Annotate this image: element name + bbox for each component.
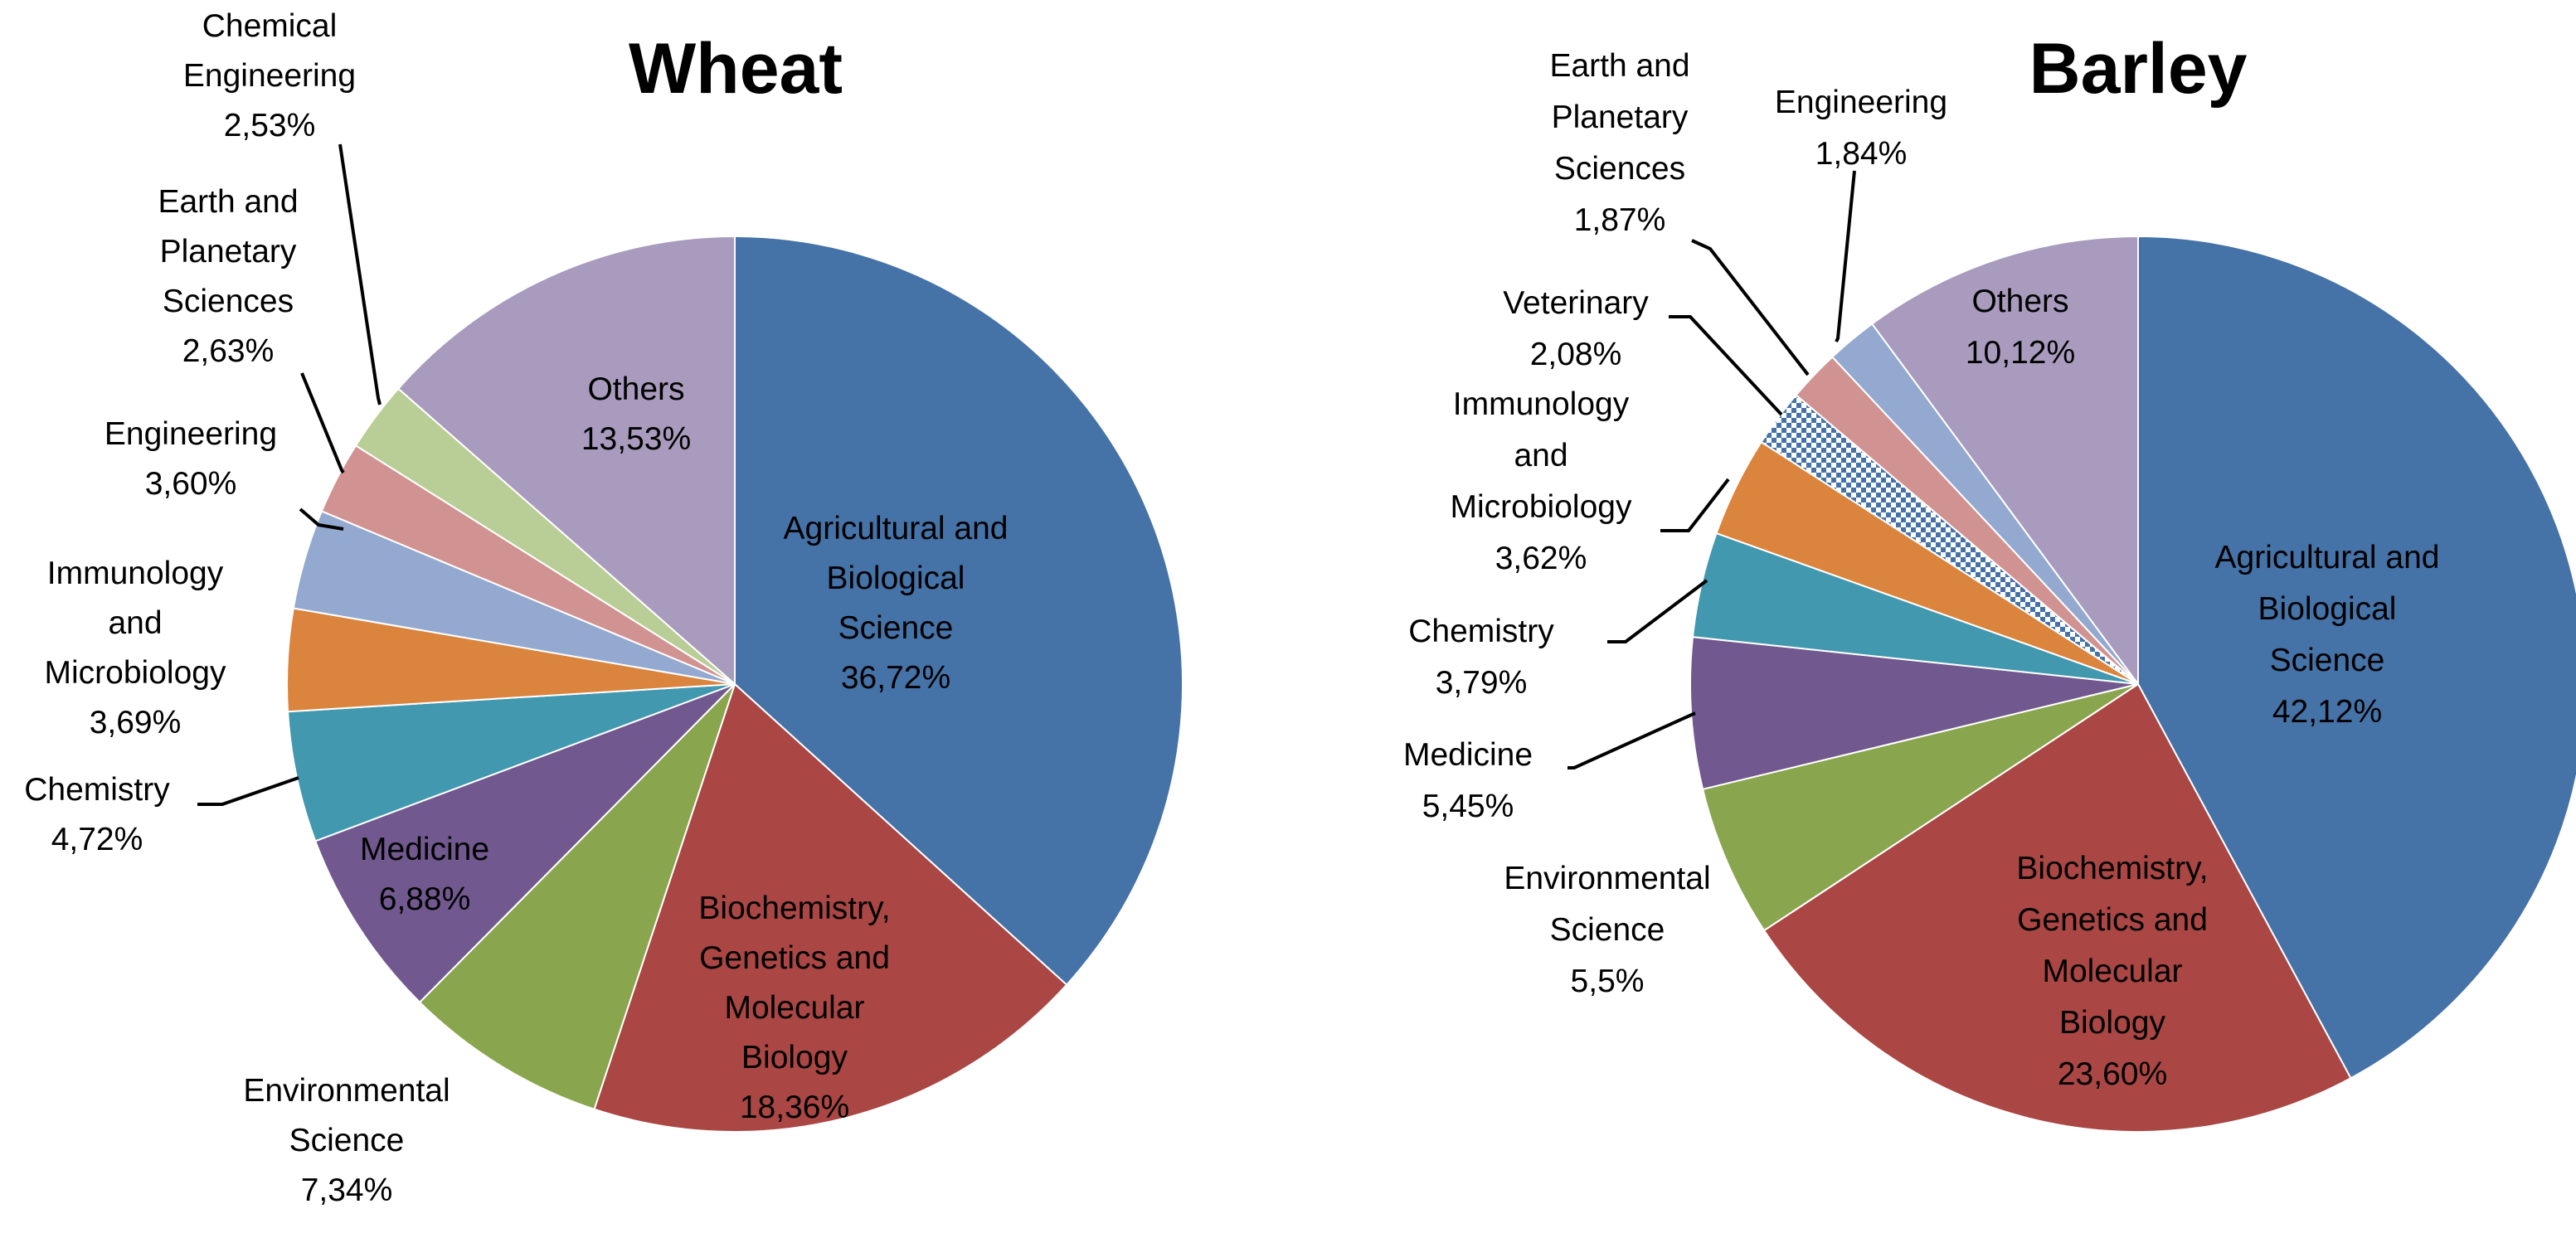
barley-slice-others bbox=[1870, 235, 2139, 687]
wheat-label-engineering: Engineering 3,60% bbox=[104, 416, 277, 502]
barley-label-environmental-science: Environmental Science 5,5% bbox=[1504, 861, 1710, 999]
barley-slice-environmental-science bbox=[1701, 683, 2139, 932]
barley-label-chemistry: Chemistry 3,79% bbox=[1408, 614, 1554, 701]
barley-leader-line-veterinary bbox=[1669, 315, 1783, 416]
wheat-label-immunology-and-microbiology: Immunology and Microbiology 3,69% bbox=[45, 556, 226, 740]
wheat-leader-line-earth-and-planetary-sciences bbox=[300, 372, 345, 474]
wheat-leader-line-chemical-engineering bbox=[338, 143, 382, 405]
wheat-slice-others bbox=[396, 235, 736, 687]
barley-label-engineering: Engineering 1,84% bbox=[1775, 85, 1947, 172]
wheat-slice-medicine bbox=[313, 683, 736, 1004]
wheat-label-earth-and-planetary-sciences: Earth and Planetary Sciences 2,63% bbox=[158, 184, 298, 369]
wheat-chart-title: Wheat bbox=[629, 29, 843, 109]
wheat-label-environmental-science: Environmental Science 7,34% bbox=[243, 1073, 450, 1208]
barley-chart: Barley Agricultural and Biological Science… bbox=[1403, 29, 2576, 1133]
barley-label-agricultural-and-biological-science: Agricultural and Biological Science 42,12% bbox=[2215, 540, 2440, 730]
barley-label-earth-and-planetary-sciences: Earth and Planetary Sciences 1,87% bbox=[1549, 48, 1689, 238]
barley-leader-line-engineering bbox=[1835, 170, 1856, 342]
barley-label-others: Others 10,12% bbox=[1966, 284, 2075, 371]
barley-label-immunology-and-microbiology: Immunology and Microbiology 3,62% bbox=[1451, 386, 1632, 576]
barley-leader-line-chemistry bbox=[1607, 579, 1708, 643]
wheat-label-medicine: Medicine 6,88% bbox=[360, 832, 489, 917]
barley-label-veterinary: Veterinary 2,08% bbox=[1503, 285, 1649, 372]
wheat-slice-agricultural-and-biological-science bbox=[734, 235, 1184, 987]
barley-label-biochemistry-genetics-and-molecular-biology: Biochemistry, Genetics and Molecular Biolog… bbox=[2016, 851, 2208, 1092]
wheat-label-chemical-engineering: Chemical Engineering 2,53% bbox=[183, 8, 356, 143]
barley-slice-agricultural-and-biological-science bbox=[2137, 235, 2576, 1080]
barley-leader-line-medicine bbox=[1567, 711, 1696, 769]
wheat-slice-biochemistry-genetics-and-molecular-biology bbox=[593, 682, 1068, 1133]
barley-leader-line-earth-and-planetary-sciences bbox=[1691, 239, 1810, 376]
wheat-label-biochemistry-genetics-and-molecular-biology: Biochemistry, Genetics and Molecular Biolog… bbox=[698, 891, 890, 1125]
barley-leader-line-immunology-and-microbiology bbox=[1660, 478, 1730, 532]
barley-slice-biochemistry-genetics-and-molecular-biology bbox=[1762, 682, 2352, 1133]
wheat-slice-environmental-science bbox=[418, 683, 736, 1110]
wheat-label-chemistry: Chemistry 4,72% bbox=[24, 772, 170, 857]
barley-chart-title: Barley bbox=[2029, 29, 2248, 109]
wheat-chart: Wheat Agricultural and Biological Science 3… bbox=[24, 8, 1184, 1208]
wheat-label-agricultural-and-biological-science: Agricultural and Biological Science 36,72% bbox=[784, 511, 1009, 696]
wheat-leader-line-chemistry bbox=[197, 776, 299, 806]
wheat-leader-line-engineering bbox=[299, 507, 344, 531]
barley-label-medicine: Medicine 5,45% bbox=[1403, 737, 1533, 824]
wheat-label-others: Others 13,53% bbox=[581, 371, 691, 457]
